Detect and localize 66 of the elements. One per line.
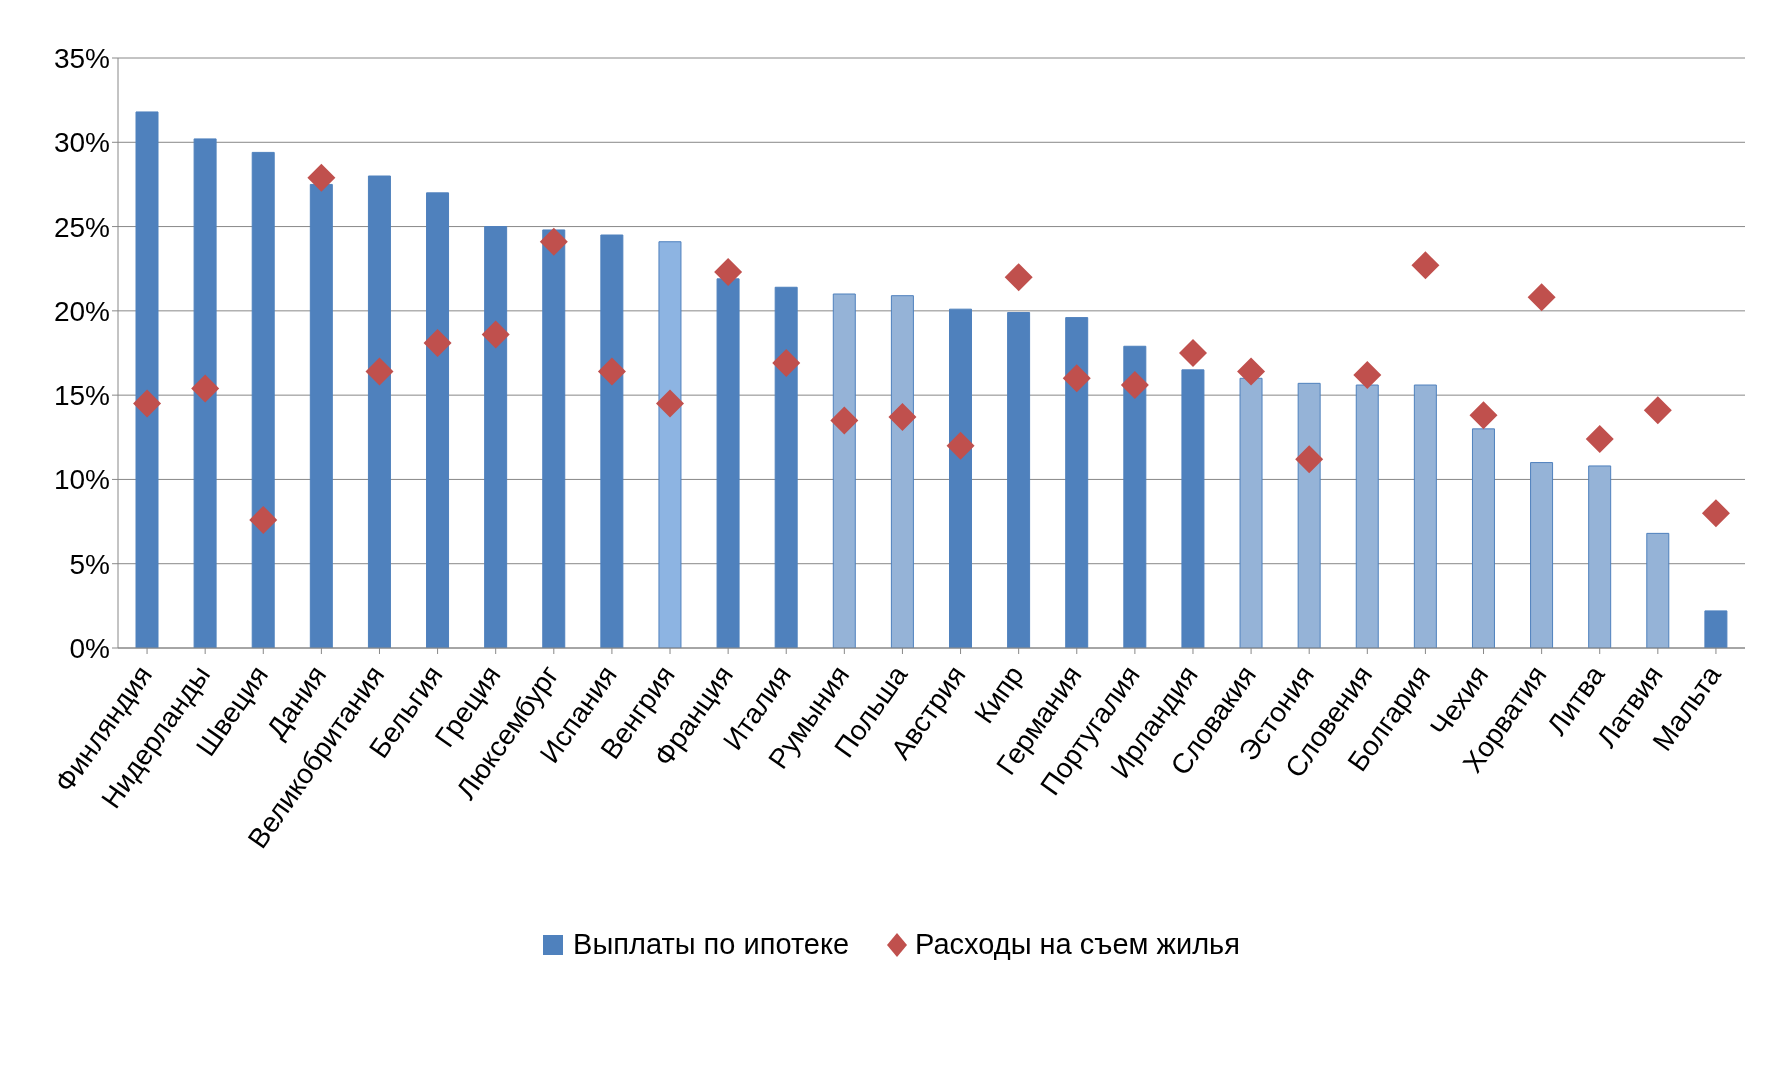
legend-label: Выплаты по ипотеке — [573, 928, 850, 961]
bar — [251, 151, 275, 648]
bar — [1588, 465, 1612, 648]
bar — [774, 286, 798, 648]
point — [1411, 251, 1440, 280]
point — [1585, 424, 1614, 453]
bar — [426, 192, 450, 648]
point — [1178, 339, 1207, 367]
bar — [890, 295, 914, 648]
legend-label: Расходы на съем жилья — [915, 928, 1240, 961]
bar — [1355, 384, 1379, 648]
bar — [1413, 384, 1437, 648]
bar — [1704, 610, 1728, 648]
point — [1120, 371, 1149, 400]
bar — [1007, 312, 1031, 648]
point — [423, 328, 452, 357]
bar — [367, 175, 391, 648]
bar — [542, 229, 566, 648]
point — [946, 431, 975, 460]
bar — [832, 293, 856, 648]
y-tick-label: 35% — [53, 42, 110, 74]
y-tick-label: 30% — [53, 127, 110, 159]
point — [1701, 499, 1730, 528]
point — [1062, 364, 1091, 393]
y-tick-label: 5% — [69, 548, 110, 580]
bar — [1181, 369, 1205, 648]
y-tick-label: 15% — [53, 380, 110, 412]
point — [888, 403, 917, 432]
point — [191, 374, 220, 403]
bar — [716, 278, 740, 648]
bar — [1530, 462, 1554, 648]
point — [1237, 357, 1266, 386]
y-tick-label: 0% — [69, 632, 110, 664]
y-tick-label: 25% — [53, 211, 110, 243]
bar — [1239, 377, 1263, 648]
y-tick-label: 10% — [53, 464, 110, 496]
bar — [1646, 532, 1670, 648]
point — [772, 349, 801, 378]
bar — [658, 241, 682, 648]
bar — [1471, 428, 1495, 648]
point — [1469, 401, 1498, 430]
point — [539, 227, 568, 256]
bar — [1123, 345, 1147, 648]
bar — [1297, 382, 1321, 648]
bar — [193, 138, 217, 648]
bar — [600, 234, 624, 648]
point — [1004, 263, 1033, 292]
point — [656, 389, 685, 418]
bar — [309, 183, 333, 648]
point — [830, 406, 859, 435]
bar — [135, 111, 159, 648]
point — [597, 357, 626, 386]
point — [365, 357, 394, 386]
point — [1643, 396, 1672, 425]
point — [481, 320, 510, 349]
point — [714, 258, 743, 287]
point — [1295, 445, 1324, 474]
point — [307, 163, 336, 192]
point — [1353, 360, 1382, 389]
point — [1527, 283, 1556, 312]
bar — [1065, 317, 1089, 648]
bar — [484, 226, 508, 648]
y-tick-label: 20% — [53, 295, 110, 327]
bar — [949, 308, 972, 648]
point — [249, 505, 278, 534]
point — [133, 389, 162, 418]
